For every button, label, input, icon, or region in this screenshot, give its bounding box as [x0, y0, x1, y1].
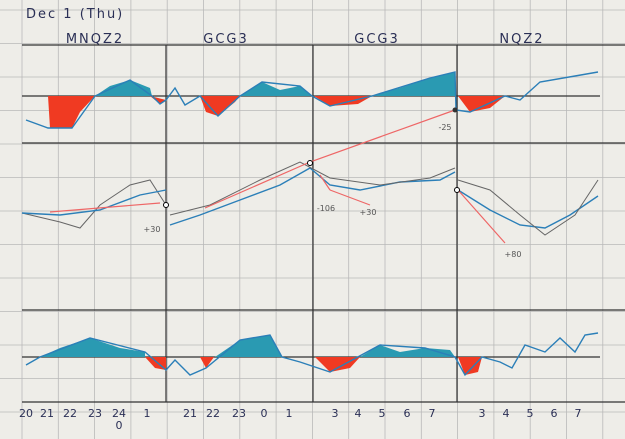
tick-label: 3	[332, 407, 339, 420]
tick-label: 0	[116, 419, 123, 432]
annotation: +80	[505, 250, 522, 259]
bottom-oscillator	[25, 332, 599, 377]
tick-label: 23	[88, 407, 102, 420]
annotation: -25	[438, 123, 451, 132]
top-oscillator	[25, 71, 599, 129]
annotation: -106	[317, 204, 335, 213]
panel-label: GCG3	[354, 32, 400, 47]
tick-label: 3	[479, 407, 486, 420]
tick-label: 24	[112, 407, 126, 420]
tick-label: 1	[286, 407, 293, 420]
tick-label: 1	[144, 407, 151, 420]
tick-label: 23	[232, 407, 246, 420]
tick-label: 21	[183, 407, 197, 420]
price-lines	[21, 107, 599, 244]
tick-label: 7	[575, 407, 582, 420]
panel-label: NQZ2	[499, 32, 544, 47]
tick-label: 21	[40, 407, 54, 420]
tick-label: 20	[19, 407, 33, 420]
panel-label: GCG3	[203, 32, 249, 47]
tick-label: 22	[63, 407, 77, 420]
tick-label: 0	[261, 407, 268, 420]
tick-label: 22	[206, 407, 220, 420]
annotation: +30	[144, 225, 161, 234]
tick-label: 6	[551, 407, 558, 420]
tick-label: 4	[355, 407, 362, 420]
tick-label: 4	[503, 407, 510, 420]
tick-label: 7	[429, 407, 436, 420]
annotation: +30	[360, 208, 377, 217]
panel-label: MNQZ2	[66, 32, 124, 47]
page-title: Dec 1 (Thu)	[26, 7, 124, 22]
tick-label: 6	[404, 407, 411, 420]
tick-label: 5	[379, 407, 386, 420]
tick-label: 5	[527, 407, 534, 420]
